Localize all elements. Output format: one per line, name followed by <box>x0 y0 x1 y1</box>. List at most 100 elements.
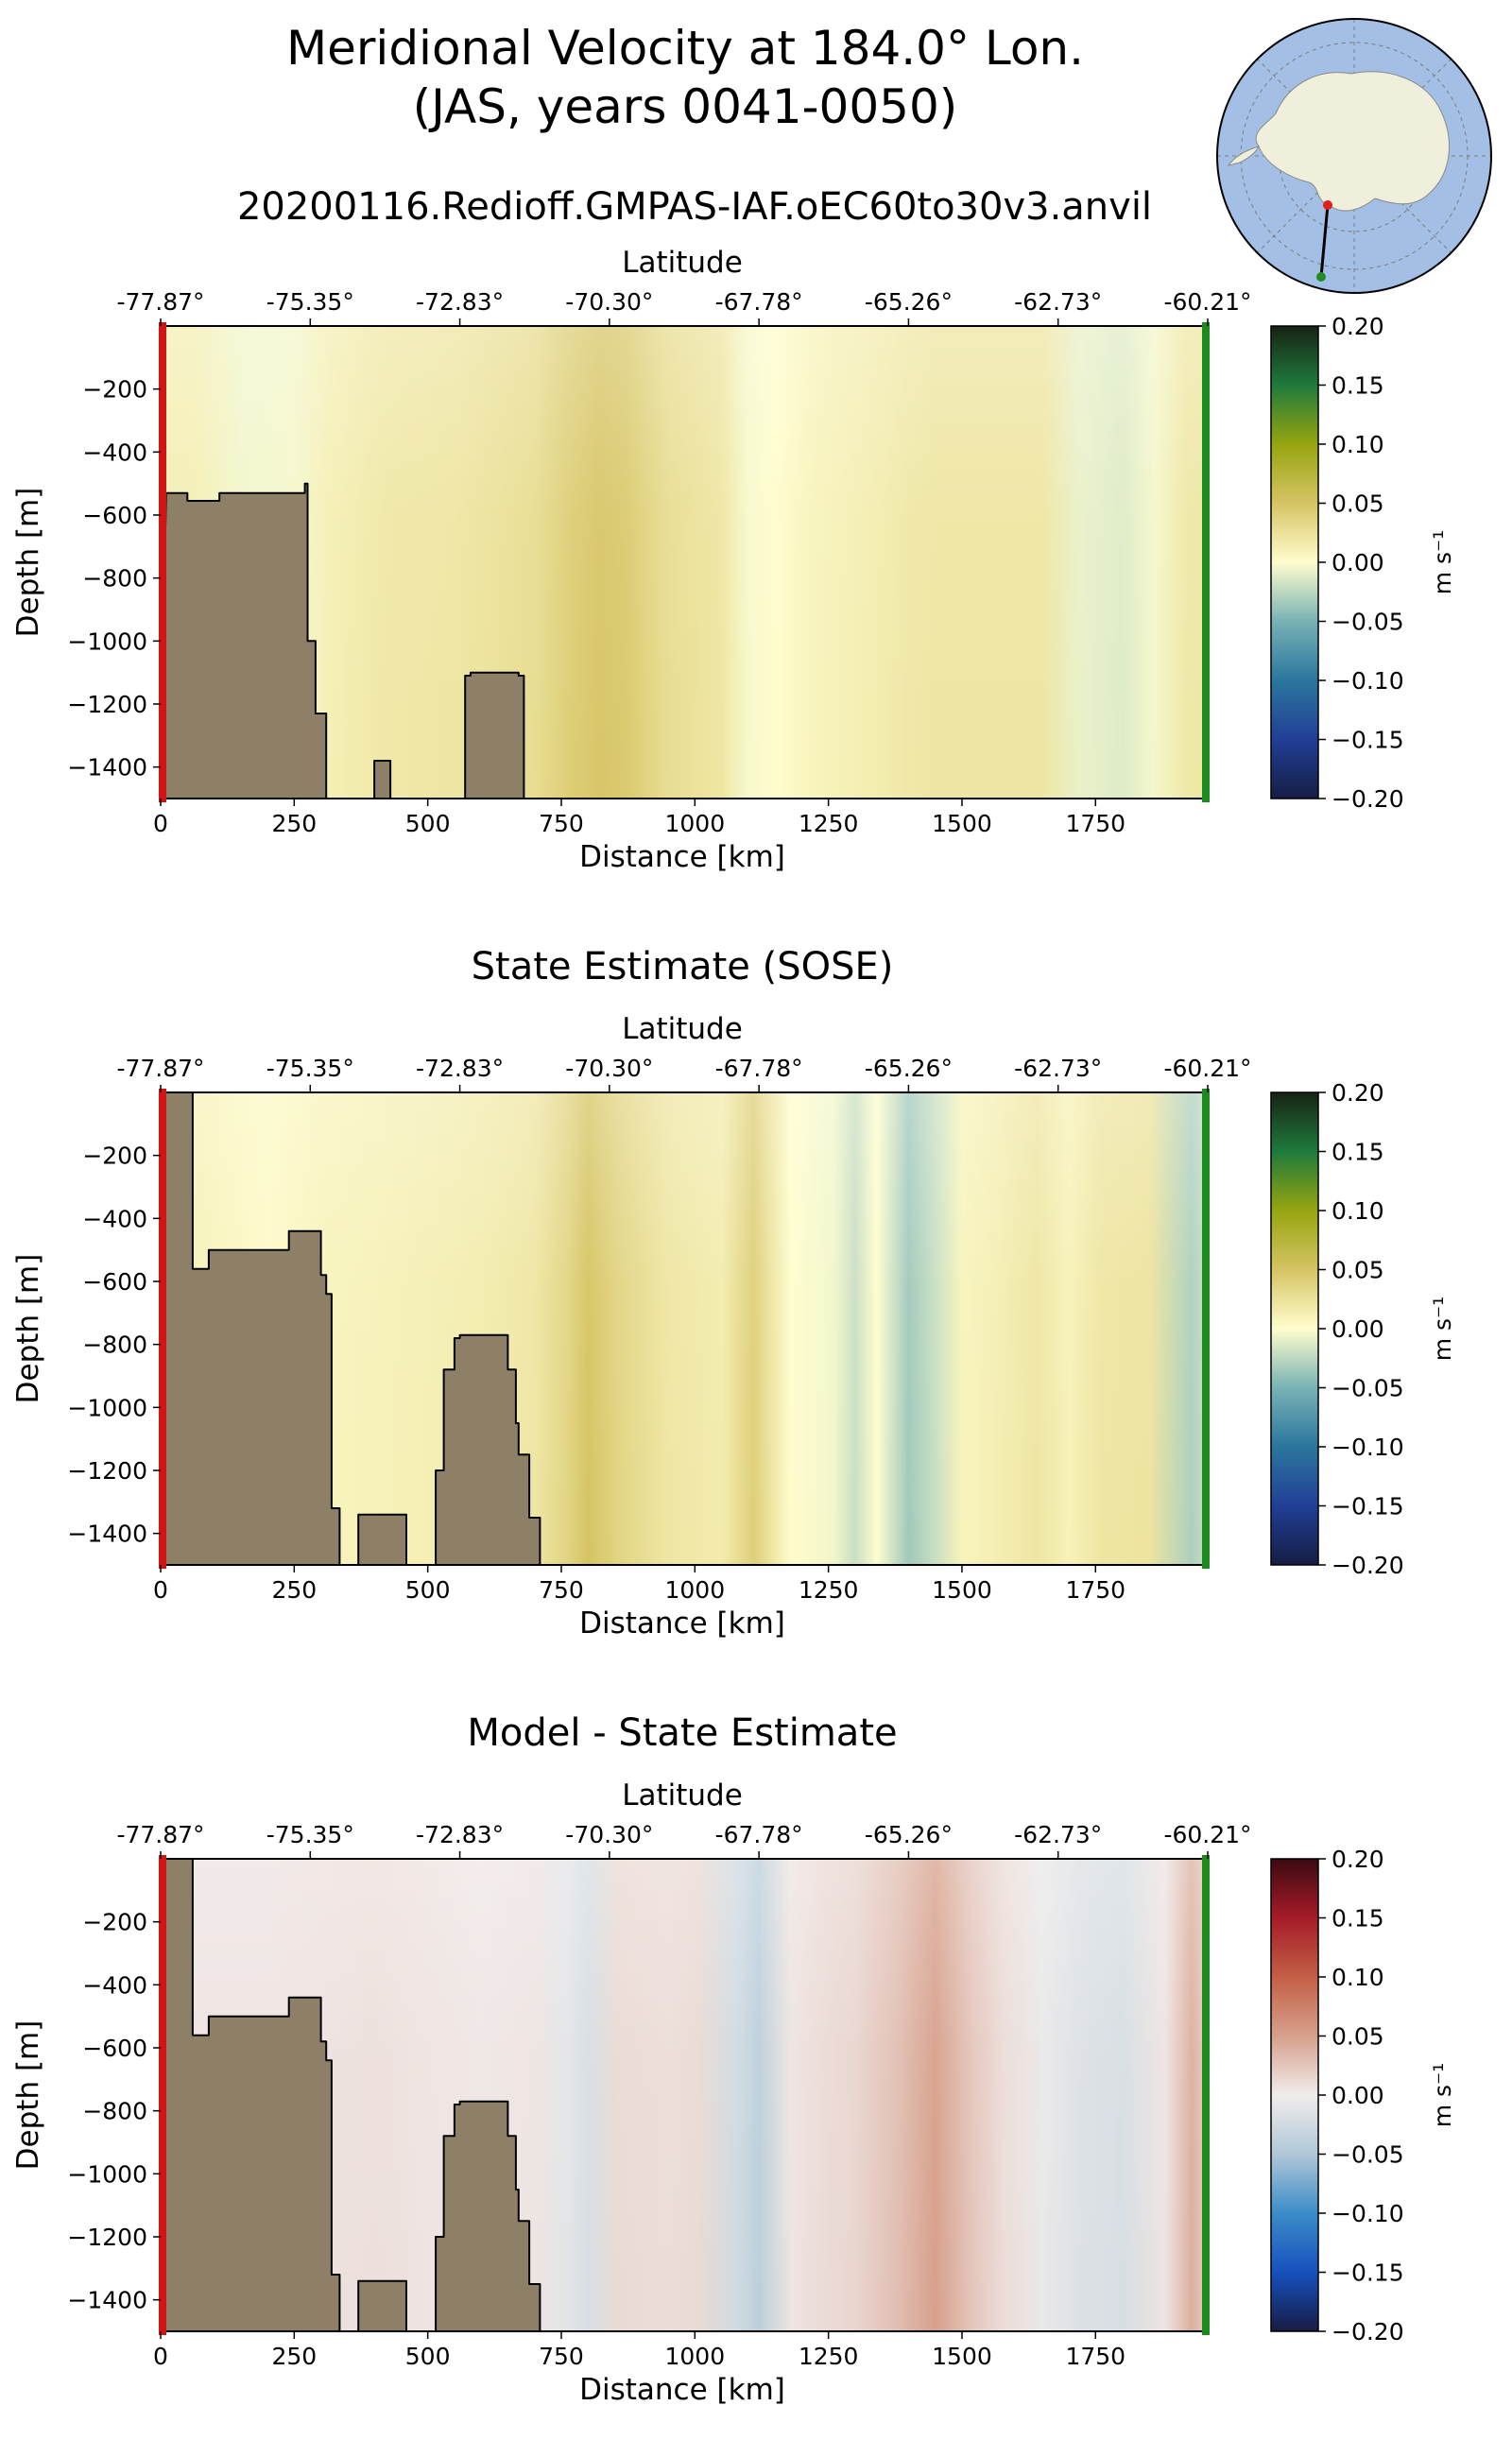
x-axis-label: Distance [km] <box>579 2373 785 2407</box>
y-tick-label: −200 <box>82 1909 147 1936</box>
colorbar-tick-label: −0.05 <box>1332 609 1404 636</box>
lat-tick-label: -65.26° <box>865 1055 953 1082</box>
lat-tick-label: -75.35° <box>266 1055 354 1082</box>
lat-tick-label: -72.83° <box>416 1055 504 1082</box>
x-tick-label: 500 <box>405 810 451 837</box>
panel-title: State Estimate (SOSE) <box>472 945 894 988</box>
lat-tick-label: -70.30° <box>565 1821 653 1848</box>
section-end-marker <box>1316 272 1326 282</box>
x-axis-label: Distance [km] <box>579 1606 785 1641</box>
y-tick-label: −1200 <box>67 691 147 718</box>
colorbar-tick-label: −0.10 <box>1332 2200 1404 2227</box>
x-tick-label: 1250 <box>799 810 859 837</box>
y-axis-label: Depth [m] <box>11 1254 45 1404</box>
lat-tick-label: -70.30° <box>565 288 653 316</box>
colorbar-tick-label: 0.05 <box>1332 490 1384 518</box>
colorbar-tick-label: −0.20 <box>1332 2318 1404 2345</box>
y-tick-label: −400 <box>82 438 147 466</box>
y-tick-label: −400 <box>82 1205 147 1232</box>
colorbar-tick-label: −0.20 <box>1332 785 1404 813</box>
panel-title: Model - State Estimate <box>467 1711 897 1755</box>
x-tick-label: 1000 <box>664 2343 725 2370</box>
colorbar <box>1270 1091 1319 1566</box>
x-tick-label: 0 <box>153 810 168 837</box>
y-axis-label: Depth [m] <box>11 488 45 638</box>
colorbar-tick-label: 0.05 <box>1332 2023 1384 2051</box>
lat-tick-label: -77.87° <box>116 288 204 316</box>
y-tick-label: −800 <box>82 2098 147 2125</box>
lat-tick-label: -60.21° <box>1163 1821 1251 1848</box>
y-tick-label: −1400 <box>67 754 147 782</box>
x-tick-label: 1500 <box>932 2343 992 2370</box>
colorbar-tick-label: 0.05 <box>1332 1257 1384 1284</box>
x-axis-label: Distance [km] <box>579 840 785 874</box>
x-tick-label: 250 <box>271 2343 317 2370</box>
lat-tick-label: -62.73° <box>1014 288 1102 316</box>
colorbar-tick-label: −0.10 <box>1332 1434 1404 1461</box>
x-tick-label: 1000 <box>664 810 725 837</box>
panel-sose: State Estimate (SOSE) Latitude 0 250 500 750 1… <box>11 945 1456 1641</box>
lat-tick-label: -67.78° <box>715 1821 803 1848</box>
section-start-marker <box>1323 200 1332 210</box>
lat-tick-label: -72.83° <box>416 1821 504 1848</box>
y-tick-label: −600 <box>82 1268 147 1296</box>
colorbar-tick-label: 0.15 <box>1332 1905 1384 1933</box>
colorbar-tick-label: 0.15 <box>1332 1139 1384 1166</box>
colorbar <box>1270 1858 1319 2332</box>
colorbar-label: m s⁻¹ <box>1429 2063 1456 2128</box>
y-tick-label: −1400 <box>67 1521 147 1548</box>
y-tick-label: −800 <box>82 1332 147 1359</box>
lat-tick-label: -62.73° <box>1014 1055 1102 1082</box>
x-tick-label: 1750 <box>1065 2343 1125 2370</box>
x-tick-label: 1000 <box>664 1576 725 1604</box>
run-name: 20200116.Redioff.GMPAS-IAF.oEC60to30v3.a… <box>237 185 1152 229</box>
colorbar-tick-label: 0.00 <box>1332 549 1384 576</box>
lat-tick-label: -65.26° <box>865 1821 953 1848</box>
field-shading <box>161 1092 1208 1565</box>
y-tick-label: −1000 <box>67 1394 147 1421</box>
x-tick-label: 1750 <box>1065 810 1125 837</box>
y-tick-label: −1400 <box>67 2287 147 2314</box>
lat-tick-label: -60.21° <box>1163 288 1251 316</box>
colorbar <box>1270 325 1319 799</box>
y-tick-label: −1000 <box>67 2160 147 2188</box>
y-tick-label: −1200 <box>67 2224 147 2251</box>
y-tick-label: −1000 <box>67 627 147 655</box>
x-tick-label: 1500 <box>932 810 992 837</box>
x-tick-label: 1250 <box>799 2343 859 2370</box>
x-tick-label: 250 <box>271 810 317 837</box>
colorbar-tick-label: −0.05 <box>1332 1375 1404 1402</box>
panel-difference: Model - State Estimate Latitude 0 250 500 750… <box>11 1711 1456 2407</box>
colorbar-tick-label: 0.15 <box>1332 372 1384 400</box>
x-tick-label: 750 <box>539 810 584 837</box>
lat-tick-label: -65.26° <box>865 288 953 316</box>
y-tick-label: −400 <box>82 1971 147 1999</box>
y-tick-label: −200 <box>82 376 147 404</box>
y-tick-label: −600 <box>82 502 147 529</box>
x-tick-label: 0 <box>153 1576 168 1604</box>
y-axis-label: Depth [m] <box>11 2020 45 2171</box>
colorbar-tick-label: 0.10 <box>1332 1197 1384 1225</box>
y-tick-label: −600 <box>82 2035 147 2062</box>
colorbar-tick-label: −0.15 <box>1332 727 1404 754</box>
panel-model: Latitude 0 250 500 750 1000 1250 1500 1750 Distan… <box>11 246 1456 874</box>
y-tick-label: −800 <box>82 565 147 593</box>
x-tick-label: 750 <box>539 2343 584 2370</box>
colorbar-tick-label: 0.10 <box>1332 1964 1384 1991</box>
latitude-axis-label: Latitude <box>622 1778 743 1813</box>
colorbar-tick-label: 0.20 <box>1332 1846 1384 1873</box>
lat-tick-label: -60.21° <box>1163 1055 1251 1082</box>
latitude-axis-label: Latitude <box>622 1012 743 1046</box>
x-tick-label: 1750 <box>1065 1576 1125 1604</box>
section-line <box>1319 204 1330 278</box>
lat-tick-label: -75.35° <box>266 1821 354 1848</box>
x-tick-label: 250 <box>271 1576 317 1604</box>
colorbar-tick-label: −0.15 <box>1332 2259 1404 2287</box>
x-tick-label: 500 <box>405 2343 451 2370</box>
colorbar-tick-label: −0.20 <box>1332 1552 1404 1579</box>
colorbar-tick-label: 0.00 <box>1332 1315 1384 1343</box>
y-tick-label: −200 <box>82 1143 147 1170</box>
x-tick-label: 1250 <box>799 1576 859 1604</box>
x-tick-label: 0 <box>153 2343 168 2370</box>
